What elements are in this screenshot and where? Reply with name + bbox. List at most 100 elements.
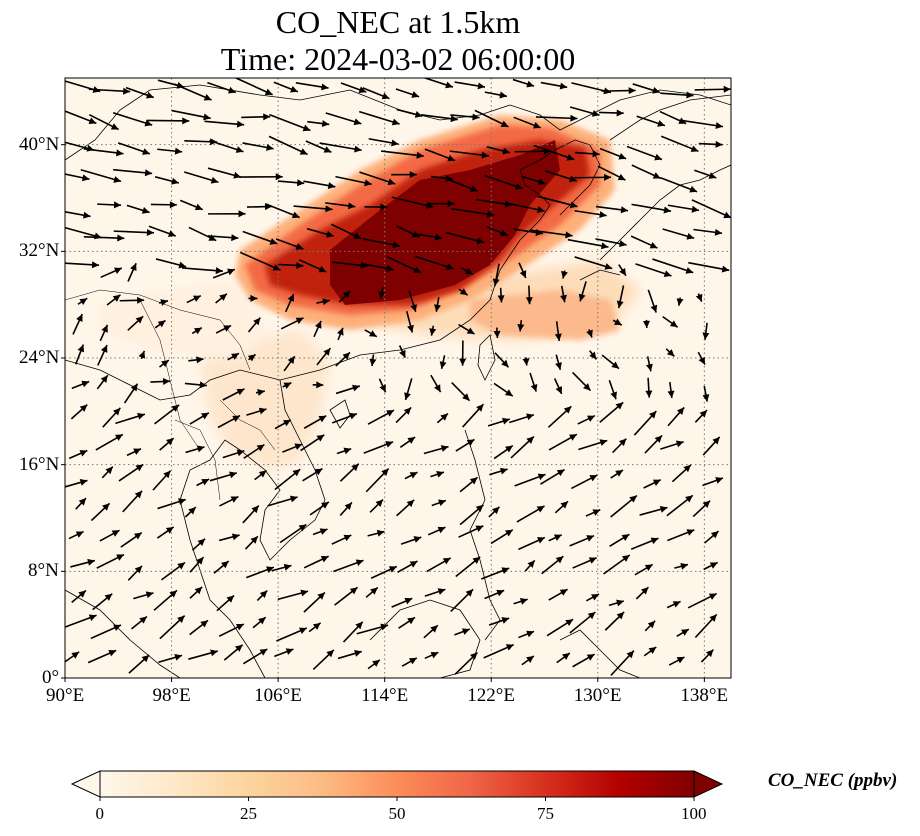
wind-arrow: [215, 293, 228, 304]
wind-arrow: [546, 618, 574, 637]
wind-arrow: [561, 270, 568, 279]
wind-arrow: [608, 599, 625, 607]
wind-arrow: [330, 223, 362, 240]
wind-arrow: [208, 210, 246, 218]
wind-arrow: [630, 537, 659, 550]
wind-arrow: [595, 238, 627, 248]
wind-arrow: [400, 536, 422, 545]
colorbar-tick-label: 50: [388, 804, 406, 823]
wind-arrow: [367, 529, 385, 537]
wind-arrow: [223, 644, 244, 661]
wind-arrow: [455, 556, 481, 578]
wind-arrow: [359, 110, 400, 126]
wind-arrow: [674, 562, 689, 570]
wind-arrow: [333, 559, 364, 573]
wind-arrow: [688, 261, 730, 273]
wind-arrow: [608, 380, 617, 400]
wind-arrow: [159, 359, 170, 368]
wind-arrow: [603, 554, 631, 575]
wind-arrow: [424, 651, 439, 660]
lon-tick-label: 90°E: [46, 685, 85, 706]
wind-arrow: [454, 651, 479, 675]
wind-arrow: [125, 86, 155, 99]
wind-arrow: [494, 352, 510, 368]
wind-arrow: [218, 623, 245, 637]
wind-arrow: [574, 150, 600, 158]
wind-arrow: [380, 150, 424, 159]
wind-arrow: [647, 289, 658, 313]
wind-arrow: [150, 201, 177, 209]
wind-arrow: [525, 285, 533, 305]
wind-arrow: [367, 409, 395, 425]
wind-arrow: [234, 78, 273, 96]
wind-arrow: [335, 351, 351, 367]
wind-arrow: [639, 505, 668, 516]
wind-arrow: [586, 329, 593, 338]
wind-arrow: [335, 384, 361, 395]
wind-arrow: [336, 447, 352, 455]
wind-arrow: [337, 650, 363, 660]
wind-arrow: [365, 467, 390, 493]
wind-arrow: [645, 377, 653, 398]
wind-arrow: [68, 449, 88, 460]
wind-arrow: [265, 203, 300, 219]
colorbar-extend-min: [70, 770, 101, 798]
lon-tick-label: 98°E: [152, 685, 191, 706]
map-frame: [64, 77, 732, 679]
wind-arrow: [71, 380, 90, 390]
wind-arrow: [303, 555, 329, 569]
wind-arrow: [308, 622, 322, 633]
wind-arrow: [159, 615, 186, 640]
wind-arrow: [102, 407, 121, 428]
wind-arrow: [401, 657, 418, 667]
wind-arrow: [423, 624, 439, 639]
wind-arrow: [100, 267, 123, 279]
lat-tick-label: 24°N: [19, 347, 60, 368]
wind-arrow: [698, 140, 723, 148]
wind-arrow: [459, 340, 467, 366]
wind-arrow: [96, 374, 109, 390]
lon-tick-label: 130°E: [573, 685, 622, 706]
wind-arrow: [275, 238, 304, 250]
wind-arrow: [65, 479, 88, 488]
wind-arrow: [540, 81, 568, 90]
wind-arrow: [316, 347, 332, 366]
wind-arrow: [700, 649, 714, 663]
wind-arrow: [667, 529, 695, 542]
wind-arrow: [238, 173, 283, 181]
wind-arrow: [694, 85, 731, 93]
wind-arrow: [335, 175, 372, 187]
wind-arrow: [280, 317, 304, 330]
wind-arrow: [325, 202, 356, 210]
wind-arrow: [96, 553, 125, 569]
wind-arrow: [396, 108, 423, 118]
wind-arrow: [601, 87, 636, 95]
wind-arrow: [455, 438, 475, 452]
wind-arrow: [283, 355, 296, 372]
wind-arrow: [305, 140, 332, 153]
wind-arrow: [610, 494, 638, 518]
wind-arrow: [405, 310, 414, 333]
wind-arrow: [612, 438, 627, 454]
wind-arrow: [666, 600, 681, 609]
wind-arrow: [113, 228, 154, 236]
wind-arrow: [484, 174, 524, 190]
wind-arrow: [191, 327, 203, 335]
wind-arrow: [652, 258, 694, 274]
wind-arrow: [509, 413, 535, 424]
colorbar-tick-label: 100: [681, 804, 707, 823]
wind-arrow: [181, 267, 223, 275]
wind-arrow: [399, 436, 416, 448]
wind-arrow: [635, 586, 649, 600]
wind-arrow: [484, 589, 505, 600]
wind-arrow: [556, 652, 571, 664]
wind-arrow: [207, 234, 239, 242]
wind-arrow: [487, 417, 511, 427]
wind-arrow: [692, 500, 711, 518]
wind-arrow: [154, 404, 180, 425]
wind-arrow: [529, 229, 573, 239]
wind-arrow: [694, 409, 708, 423]
lat-tick-label: 8°N: [28, 560, 59, 582]
wind-arrow: [616, 285, 625, 309]
wind-arrow: [521, 655, 535, 666]
